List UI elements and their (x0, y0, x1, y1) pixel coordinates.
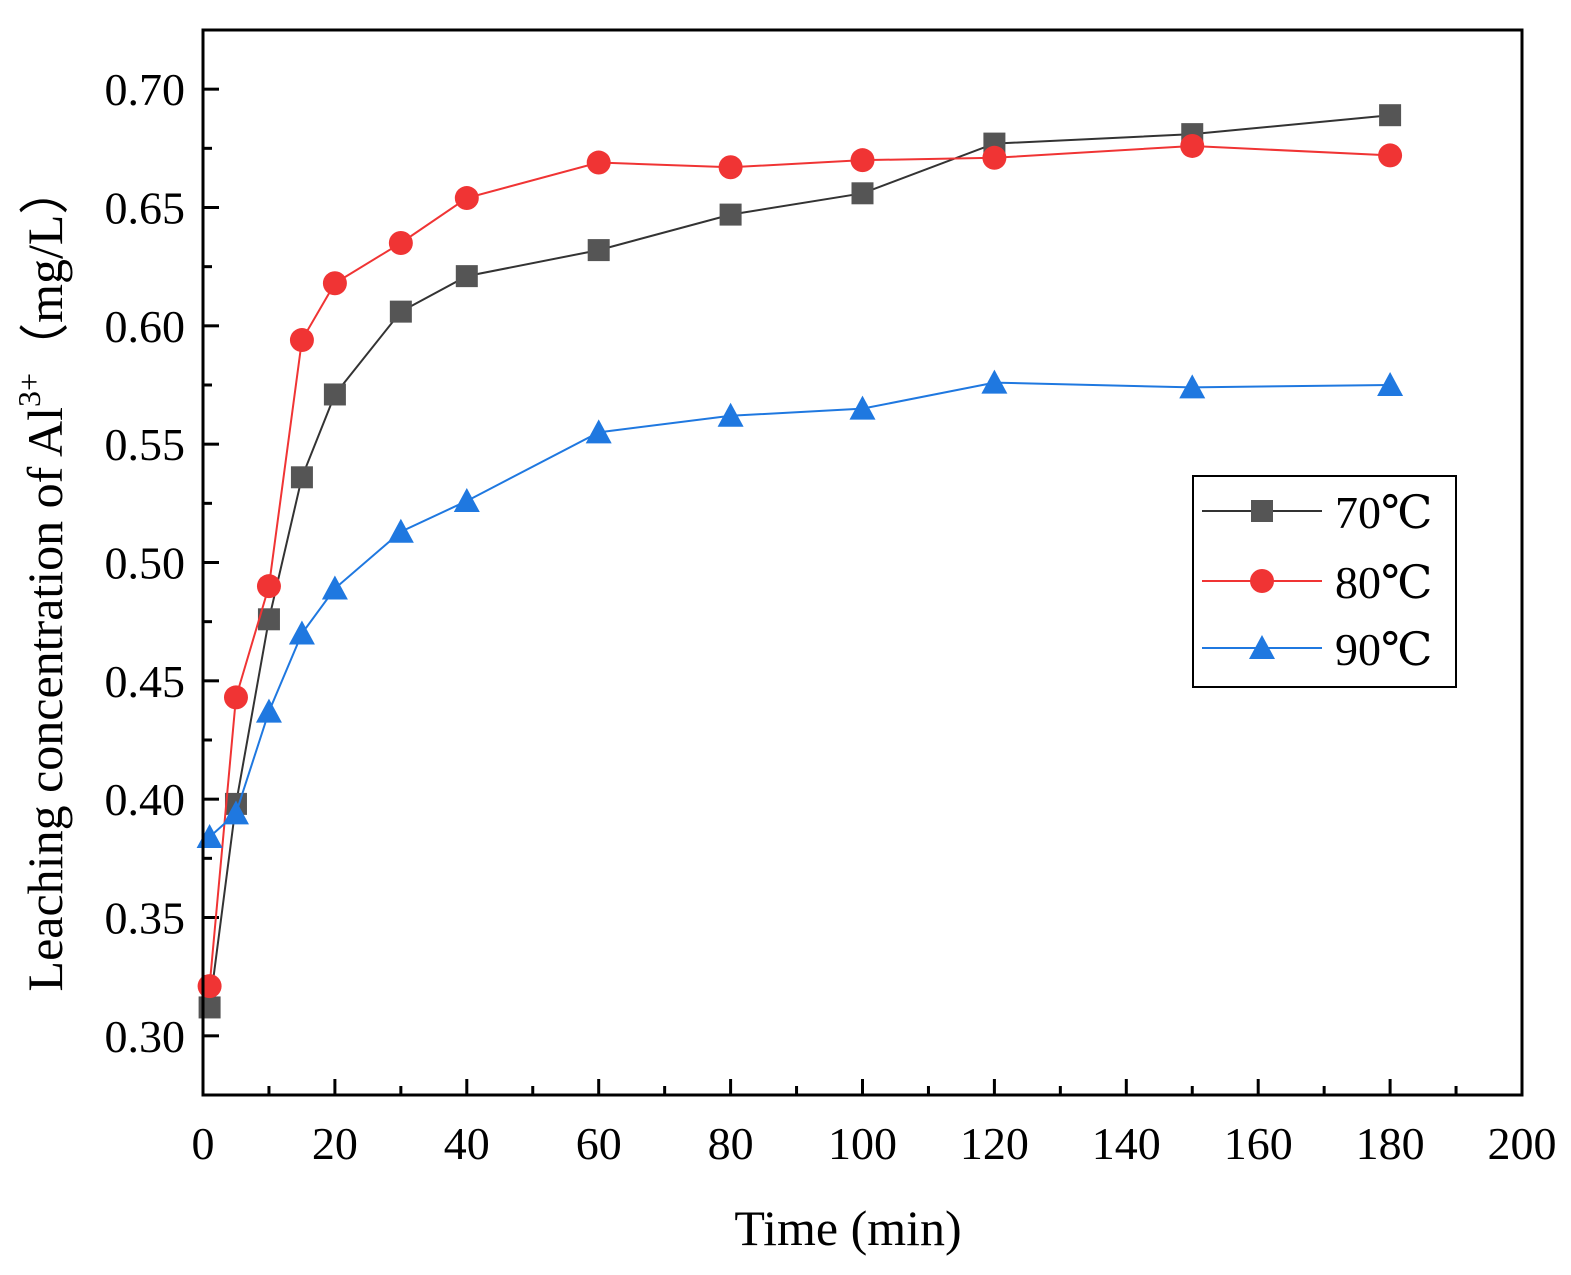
data-point (289, 328, 314, 353)
data-point (718, 155, 743, 180)
legend-marker (1251, 500, 1273, 522)
y-tick-label: 0.40 (105, 774, 186, 825)
data-point (255, 698, 282, 723)
data-point (717, 402, 744, 427)
y-tick-label: 0.55 (105, 419, 186, 470)
data-point (322, 271, 347, 296)
series-square (198, 104, 1402, 1019)
data-point (1379, 104, 1402, 127)
legend-label: 80℃ (1335, 557, 1432, 608)
data-point (288, 620, 315, 645)
y-axis-title-main: Leaching concentration of Al (17, 407, 73, 992)
data-point (323, 383, 346, 406)
data-point (849, 395, 876, 420)
data-point (587, 239, 610, 262)
data-point (982, 145, 1007, 170)
y-tick-label: 0.45 (105, 656, 186, 707)
x-tick-label: 100 (828, 1118, 897, 1169)
data-point (851, 182, 874, 205)
data-point (321, 575, 348, 600)
data-point (586, 150, 611, 175)
data-point (387, 518, 414, 543)
x-axis-title: Time (min) (734, 1200, 961, 1256)
x-tick-label: 120 (960, 1118, 1029, 1169)
legend-marker (1249, 635, 1275, 659)
data-point (256, 574, 281, 599)
data-point (257, 608, 280, 631)
y-tick-label: 0.60 (105, 301, 186, 352)
data-point (290, 466, 313, 489)
x-tick-label: 0 (192, 1118, 215, 1169)
x-tick-label: 60 (576, 1118, 622, 1169)
data-point (223, 685, 248, 710)
series-circle (197, 133, 1403, 999)
data-point (222, 800, 249, 825)
data-point (455, 265, 478, 288)
plot-frame (201, 28, 1524, 1097)
x-tick-label: 40 (444, 1118, 490, 1169)
y-tick-label: 0.50 (105, 538, 186, 589)
y-tick-label: 0.35 (105, 893, 186, 944)
y-tick-label: 0.70 (105, 64, 186, 115)
data-point (197, 974, 222, 999)
data-point (1377, 372, 1404, 396)
y-tick-label: 0.30 (105, 1011, 186, 1062)
legend-label: 70℃ (1335, 487, 1432, 538)
ticks-layer: 0 20 40 60 80 100 120 140 160 180 200 0.30 0.35 0.40 0… (105, 64, 1557, 1169)
y-axis-title-superscript: 3+ (11, 373, 47, 407)
data-point (719, 203, 742, 226)
data-point (389, 300, 412, 323)
x-tick-label: 180 (1356, 1118, 1425, 1169)
y-axis-title-unit: （mg/L） (17, 165, 73, 373)
data-point (388, 231, 413, 255)
data-point (585, 419, 612, 444)
data-point (981, 369, 1008, 394)
data-point (850, 148, 875, 173)
data-point (1378, 143, 1403, 168)
legend-marker (1250, 569, 1274, 593)
data-point (1179, 374, 1206, 399)
legend-label: 90℃ (1335, 624, 1432, 675)
x-tick-label: 200 (1488, 1118, 1557, 1169)
data-point (454, 186, 479, 211)
data-point (453, 487, 480, 512)
x-tick-label: 140 (1092, 1118, 1161, 1169)
data-point (1180, 133, 1205, 158)
y-tick-label: 0.65 (105, 183, 186, 234)
x-tick-label: 80 (708, 1118, 754, 1169)
legend: 70℃ 80℃ 90℃ (1192, 475, 1457, 688)
y-axis-title: Leaching concentration of Al3+（mg/L） (11, 165, 73, 992)
x-tick-label: 160 (1224, 1118, 1293, 1169)
x-tick-label: 20 (312, 1118, 358, 1169)
